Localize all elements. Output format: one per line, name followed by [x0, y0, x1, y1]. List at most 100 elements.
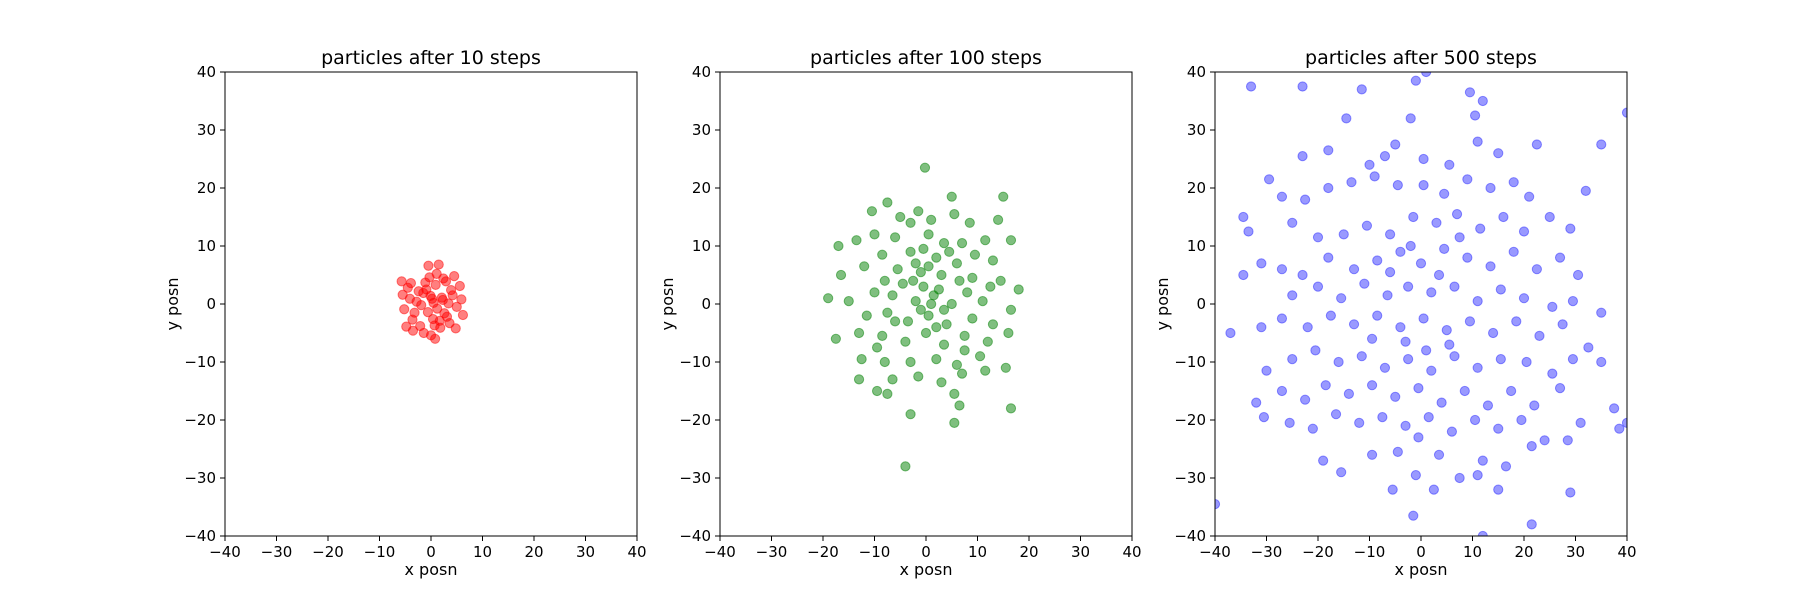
data-point [1557, 319, 1568, 330]
y-tick-label: 10 [692, 237, 711, 255]
data-point [1518, 293, 1530, 304]
y-tick-label: 40 [197, 63, 216, 81]
data-point [843, 296, 854, 307]
data-point [1449, 281, 1460, 292]
data-point [1238, 269, 1249, 281]
data-point [1621, 107, 1627, 118]
data-point [1449, 351, 1460, 362]
y-tick-label: −40 [184, 527, 216, 545]
data-point [1256, 322, 1267, 333]
data-point [420, 277, 431, 288]
y-tick-label: 30 [197, 121, 216, 139]
data-point [1567, 354, 1579, 365]
data-point [866, 206, 878, 217]
data-point [1565, 487, 1576, 498]
data-point [1263, 174, 1275, 185]
y-axis-label: y posn [163, 278, 182, 331]
data-point [910, 258, 921, 269]
data-point [1307, 423, 1318, 434]
data-point [1418, 180, 1429, 191]
data-point [1297, 151, 1308, 162]
axes-frame [719, 71, 1133, 537]
data-point [1382, 290, 1393, 301]
data-point [433, 259, 444, 270]
data-point [1276, 264, 1288, 275]
y-tick-label: 40 [692, 63, 711, 81]
data-point [1526, 441, 1537, 452]
y-tick-label: 20 [1187, 179, 1206, 197]
data-point [1554, 383, 1566, 394]
data-point [1392, 180, 1403, 191]
data-point [1400, 336, 1411, 347]
data-point [1426, 287, 1437, 298]
data-point [1323, 252, 1334, 263]
data-point [1405, 240, 1416, 252]
data-point [418, 327, 429, 339]
data-point [1531, 264, 1542, 275]
data-point [1297, 81, 1308, 92]
data-point [823, 293, 834, 304]
data-point [1410, 470, 1421, 481]
data-point [1300, 194, 1311, 205]
data-point [938, 304, 950, 315]
data-point [457, 309, 469, 321]
y-tick-label: −10 [1174, 353, 1206, 371]
y-axis-label: y posn [1153, 278, 1172, 331]
y-tick-label: 0 [206, 295, 216, 313]
data-point [1567, 296, 1579, 307]
data-point [833, 240, 844, 252]
data-point [1493, 484, 1504, 495]
data-point [980, 235, 991, 246]
scatter-points [1215, 72, 1627, 536]
data-point [1554, 252, 1566, 263]
x-tick-label: 0 [921, 543, 931, 561]
data-point [892, 264, 903, 275]
data-point [1403, 354, 1414, 365]
data-point [905, 246, 916, 257]
data-point [1372, 255, 1383, 266]
chart-title: particles after 100 steps [810, 47, 1042, 69]
x-tick-label: −30 [756, 543, 788, 561]
x-axis-label: x posn [405, 560, 458, 579]
data-point [436, 292, 447, 303]
data-point [1508, 177, 1519, 188]
y-tick-label: −10 [679, 353, 711, 371]
data-point [946, 191, 957, 202]
data-point [938, 238, 950, 249]
data-point [1361, 220, 1373, 231]
data-point [982, 336, 993, 347]
data-point [1529, 400, 1540, 411]
data-point [1366, 380, 1378, 391]
data-point [1005, 403, 1017, 414]
data-point [1534, 330, 1545, 341]
x-tick-label: −20 [1302, 543, 1334, 561]
data-point [1003, 327, 1014, 339]
data-point [445, 284, 457, 296]
subplot-3: particles after 500 steps −40 −30 −20 −10 0 1… [1153, 47, 1637, 579]
data-point [1256, 258, 1267, 269]
data-point [1444, 159, 1455, 170]
data-point [1485, 182, 1496, 194]
data-point [949, 417, 960, 428]
data-point [397, 289, 408, 300]
data-point [1413, 432, 1424, 443]
data-point [853, 374, 865, 385]
data-point [962, 287, 973, 298]
data-point [1379, 362, 1391, 373]
data-point [396, 276, 407, 287]
data-point [879, 275, 890, 286]
data-point [951, 258, 963, 269]
data-point [919, 162, 931, 173]
data-point [1596, 307, 1607, 318]
data-point [1521, 356, 1532, 368]
data-point [1439, 243, 1450, 254]
data-point [1323, 182, 1334, 194]
data-point [399, 304, 410, 315]
x-tick-label: 30 [1566, 543, 1585, 561]
y-tick-label: 30 [692, 121, 711, 139]
scatter-points [396, 259, 469, 344]
x-tick-label: −10 [859, 543, 891, 561]
data-point [1312, 232, 1324, 243]
data-point [897, 278, 908, 289]
x-tick-label: 40 [627, 543, 646, 561]
